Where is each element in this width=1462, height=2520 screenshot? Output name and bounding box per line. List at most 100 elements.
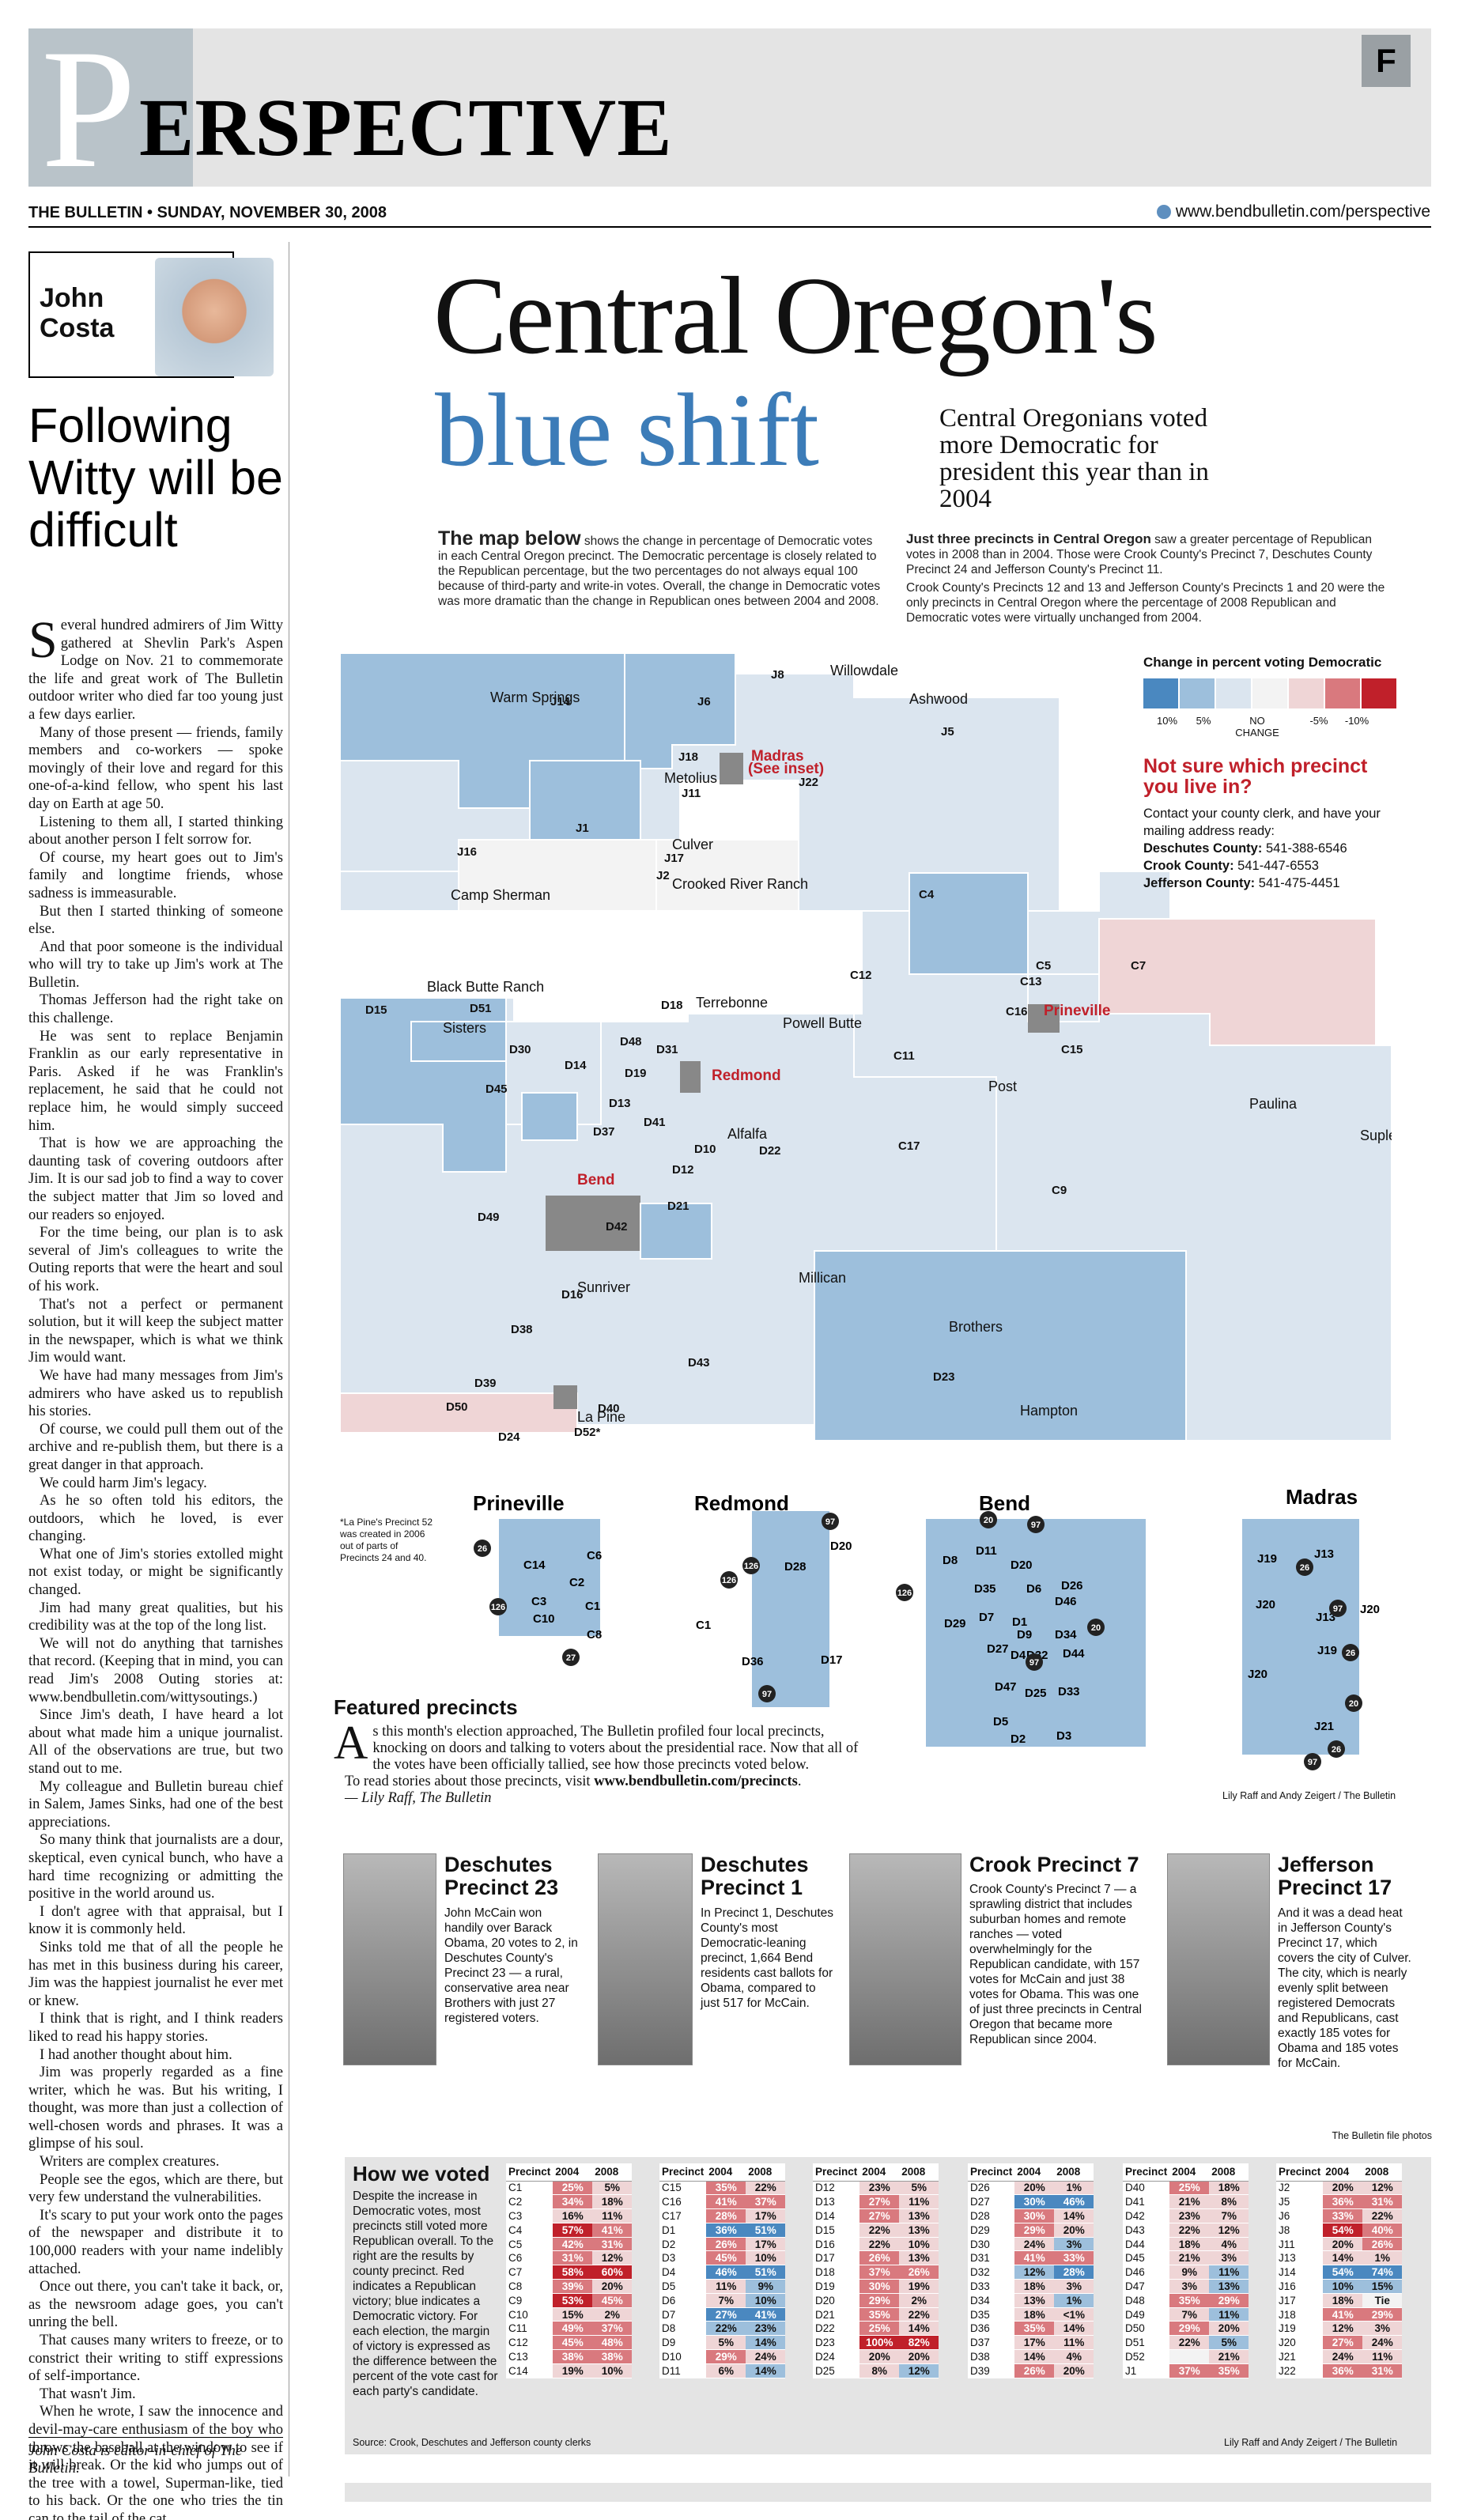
- precinct-photo: [849, 1853, 961, 2065]
- table-header: 2004: [1014, 2163, 1055, 2182]
- margin-cell: 27%: [1323, 2335, 1363, 2351]
- column-paragraph: That is how we are approaching the daunt…: [28, 1135, 283, 1223]
- results-table: Precinct 2004 2008 D12 23% 5% D13 27% 11% D14 27% 1…: [813, 2163, 939, 2378]
- table-row: D3 45% 10%: [659, 2250, 786, 2266]
- margin-cell: 17%: [1014, 2335, 1055, 2351]
- table-row: D41 21% 8%: [1123, 2194, 1249, 2210]
- table-row: J13 14% 1%: [1276, 2250, 1403, 2266]
- section-url[interactable]: www.bendbulletin.com/perspective: [1156, 202, 1430, 221]
- route-shield-icon: 26: [474, 1540, 491, 1557]
- svg-text:97: 97: [1333, 1604, 1343, 1614]
- map-precinct-label: D12: [672, 1163, 694, 1177]
- precinct-id: C9: [506, 2293, 553, 2308]
- svg-text:126: 126: [722, 1576, 736, 1585]
- margin-cell: 24%: [1362, 2335, 1403, 2351]
- route-shield-icon: 97: [1329, 1600, 1347, 1617]
- inset-precinct-label: D6: [1026, 1582, 1041, 1596]
- margin-cell: 24%: [1323, 2349, 1363, 2364]
- margin-cell: 41%: [746, 2307, 786, 2322]
- map-precinct-label: C17: [898, 1139, 920, 1153]
- margin-cell: 3%: [1362, 2321, 1403, 2337]
- inset-precinct-label: D9: [1017, 1628, 1032, 1642]
- precinct-id: D51: [1123, 2335, 1170, 2351]
- precinct-id: C5: [506, 2237, 553, 2252]
- margin-cell: 35%: [859, 2307, 900, 2322]
- table-row: J20 27% 24%: [1276, 2335, 1403, 2351]
- inset-credit: Lily Raff and Andy Zeigert / The Bulleti…: [1222, 1790, 1396, 1801]
- table-row: C13 38% 38%: [506, 2349, 633, 2364]
- column-paragraph: My colleague and Bulletin bureau chief i…: [28, 1778, 283, 1830]
- map-place-label: Black Butte Ranch: [427, 979, 544, 995]
- margin-cell: 18%: [1323, 2293, 1363, 2308]
- crook-label: Crook County:: [1143, 859, 1234, 873]
- table-row: J2 20% 12%: [1276, 2181, 1403, 2196]
- precinct-id: D34: [968, 2293, 1015, 2308]
- legend-swatch: [1362, 678, 1396, 708]
- svg-text:20: 20: [1091, 1623, 1101, 1633]
- margin-cell: 29%: [1169, 2321, 1210, 2337]
- precinct-id: C6: [506, 2250, 553, 2266]
- margin-cell: 17%: [746, 2208, 786, 2223]
- table-row: J17 18% Tie: [1276, 2293, 1403, 2308]
- section-url-text[interactable]: www.bendbulletin.com/perspective: [1175, 202, 1430, 221]
- author-bio: John Costa is editor-in-chief of The Bul…: [28, 2437, 283, 2477]
- table-row: D50 29% 20%: [1123, 2321, 1249, 2337]
- table-row: D35 18% <1%: [968, 2307, 1094, 2322]
- map-intro-3: Crook County's Precincts 12 and 13 and J…: [906, 581, 1385, 625]
- margin-cell: 11%: [1362, 2349, 1403, 2364]
- route-shield-icon: 20: [980, 1511, 997, 1528]
- margin-cell: 20%: [1323, 2181, 1363, 2196]
- route-shield-icon: 97: [758, 1685, 776, 1702]
- margin-cell: 11%: [592, 2208, 633, 2223]
- table-row: D43 22% 12%: [1123, 2223, 1249, 2238]
- map-precinct-label: J6: [697, 695, 711, 708]
- map-place-label: Sisters: [443, 1020, 486, 1036]
- map-precinct-label: C16: [1006, 1005, 1028, 1018]
- margin-cell: 38%: [592, 2349, 633, 2364]
- precinct-id: D44: [1123, 2237, 1170, 2252]
- column-paragraph: Thomas Jefferson had the right take on t…: [28, 992, 283, 1027]
- column-paragraph: We have had many messages from Jim's adm…: [28, 1366, 283, 1420]
- precinct-id: J6: [1276, 2208, 1324, 2223]
- map-place-label: Ashwood: [909, 691, 968, 707]
- margin-cell: 54%: [1323, 2223, 1363, 2238]
- svg-text:97: 97: [825, 1517, 835, 1527]
- map-precinct-label: D23: [933, 1370, 955, 1384]
- map-place-label: Terrebonne: [696, 995, 768, 1011]
- precinct-id: D27: [968, 2194, 1015, 2210]
- table-row: D17 26% 13%: [813, 2250, 939, 2266]
- card-title-line: Precinct 17: [1278, 1876, 1392, 1899]
- precinct-id: D46: [1123, 2265, 1170, 2280]
- map-intro-2: Just three precincts in Central Oregon s…: [906, 531, 1388, 625]
- redmond-urban: [680, 1061, 701, 1093]
- featured-link[interactable]: www.bendbulletin.com/precincts: [594, 1774, 798, 1789]
- table-row: D52 21%: [1123, 2349, 1249, 2364]
- table-row: D45 21% 3%: [1123, 2250, 1249, 2266]
- map-place-label: Bend: [577, 1172, 615, 1188]
- legend-swatch: [1325, 678, 1360, 708]
- table-row: D18 37% 26%: [813, 2265, 939, 2280]
- inset-precinct-label: D26: [1061, 1579, 1083, 1592]
- column-headline: Following Witty will be difficult: [28, 399, 283, 557]
- inset-precinct-label: D25: [1025, 1687, 1047, 1700]
- legend-swatch: [1216, 678, 1251, 708]
- precinct-id: D5: [659, 2279, 707, 2294]
- bottom-bar: [345, 2483, 1431, 2502]
- margin-cell: 3%: [1054, 2237, 1094, 2252]
- margin-cell: 57%: [553, 2223, 593, 2238]
- map-precinct-label: C5: [1036, 959, 1051, 973]
- table-row: D31 41% 33%: [968, 2250, 1094, 2266]
- precinct-id: J17: [1276, 2293, 1324, 2308]
- column-paragraph: People see the egos, which are there, bu…: [28, 2171, 283, 2206]
- margin-cell: 38%: [553, 2349, 593, 2364]
- map-intro-2-lead: Just three precincts in Central Oregon: [906, 531, 1151, 546]
- margin-cell: 2%: [899, 2293, 939, 2308]
- precinct-card-body: In Precinct 1, Deschutes County's most D…: [701, 1906, 833, 2010]
- margin-cell: 3%: [1054, 2279, 1094, 2294]
- featured-text: s this month's election approached, The …: [372, 1724, 859, 1773]
- table-row: D24 20% 20%: [813, 2349, 939, 2364]
- table-row: D40 25% 18%: [1123, 2181, 1249, 2196]
- table-row: C4 57% 41%: [506, 2223, 633, 2238]
- margin-cell: 26%: [859, 2250, 900, 2266]
